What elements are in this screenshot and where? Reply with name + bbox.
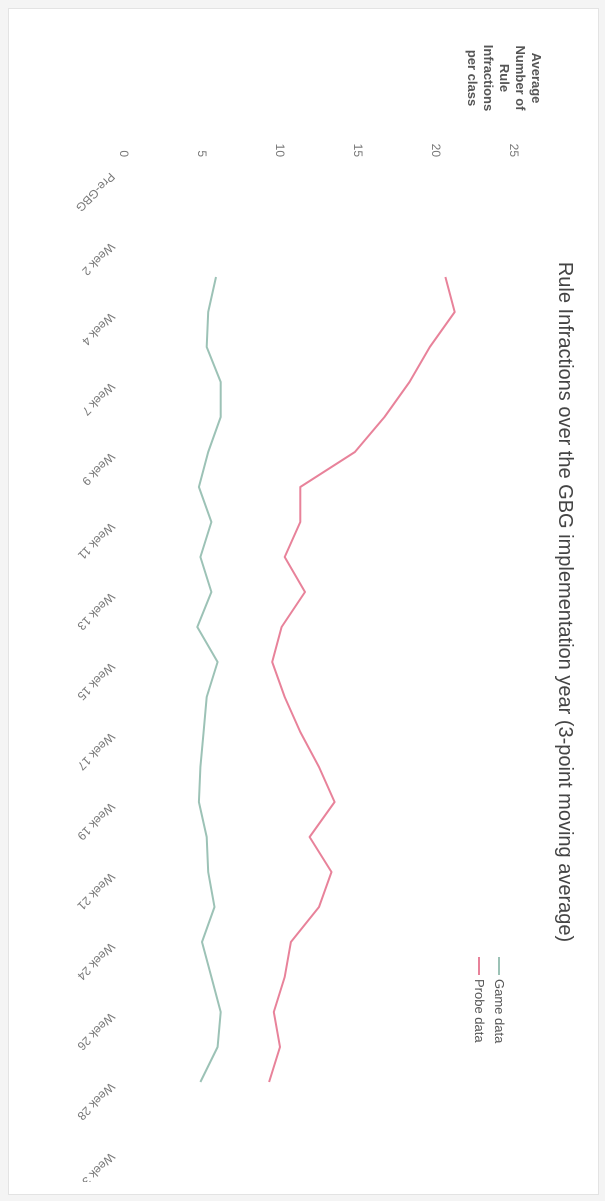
x-tick-label: Week 30 (74, 1149, 117, 1181)
y-tick-label: 20 (429, 143, 443, 157)
series-line-probe-data (267, 276, 456, 1082)
plot-area: 0 5 10 15 20 25 Pre-GBG Week 2 Week 4 Week 7 Week … (72, 143, 521, 1181)
x-tick-label: Week 28 (74, 1079, 117, 1122)
chart-stage: Rule Infractions over the GBG implementa… (24, 22, 584, 1181)
x-tick-label: Week 11 (74, 519, 117, 562)
x-tick-label: Week 21 (74, 869, 117, 912)
y-tick-label: 0 (117, 150, 131, 157)
y-tick-label: 25 (507, 143, 521, 157)
x-tick-label: Week 26 (74, 1009, 117, 1052)
x-tick-label: Week 4 (79, 309, 118, 348)
y-tick-label: 5 (195, 150, 209, 157)
y-tick-label: 10 (273, 143, 287, 157)
x-tick-label: Week 17 (74, 729, 117, 772)
x-tick-label: Week 2 (79, 239, 118, 278)
chart-frame: Rule Infractions over the GBG implementa… (8, 8, 599, 1195)
series-line-game-data (195, 276, 222, 1082)
x-tick-label: Week 7 (79, 379, 118, 418)
x-tick-label: Week 9 (79, 449, 118, 488)
x-tick-label: Pre-GBG (72, 169, 117, 214)
x-tick-label: Week 15 (74, 659, 117, 702)
legend-label: Probe data (472, 979, 487, 1043)
y-tick-label: 15 (351, 143, 365, 157)
x-tick-label: Week 24 (74, 939, 117, 982)
x-tick-label: Week 13 (74, 589, 117, 632)
legend-label: Game data (492, 979, 507, 1044)
x-tick-label: Week 19 (74, 799, 117, 842)
